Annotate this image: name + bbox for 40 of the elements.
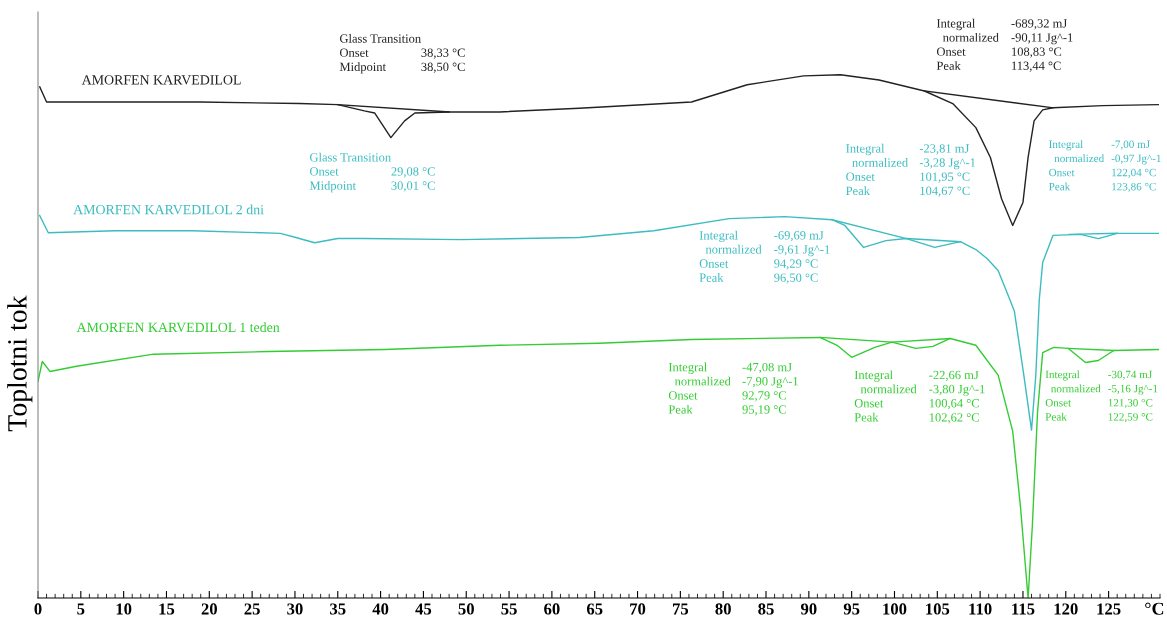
text: Integral -30,74 mJ normalized -5,16 Jg^-1 Onset 121,30 °C Peak 122,59 °C — [1045, 370, 1158, 423]
text: Integral -22,66 mJ normalized -3,80 Jg^-1 Onset 100,64 °C Peak 102,62 °C — [854, 370, 985, 424]
x-tick-label: 5 — [77, 603, 85, 615]
x-tick-label: 115 — [1012, 603, 1035, 615]
x-tick-label: 105 — [926, 603, 950, 615]
text: Integral -69,69 mJ normalized -9,61 Jg^-1 Onset 94,29 °C Peak 96,50 °C — [699, 230, 830, 284]
x-tick-label: 60 — [544, 603, 560, 615]
series-label: AMORFEN KARVEDILOL 2 dni — [73, 204, 264, 215]
x-tick-label: 20 — [201, 603, 217, 615]
x-tick-label: 95 — [843, 603, 860, 615]
x-tick-label: 65 — [586, 603, 603, 615]
x-tick-label: 75 — [672, 603, 689, 615]
x-tick-label: 110 — [969, 603, 992, 615]
x-tick-label: 80 — [715, 603, 731, 615]
text: Integral -7,00 mJ normalized -0,97 Jg^-1 Onset 122,04 °C Peak 123,86 °C — [1048, 140, 1161, 192]
x-tick-label: 100 — [883, 603, 907, 615]
x-tick-label: 25 — [244, 603, 260, 615]
x-tick-label: 45 — [415, 603, 432, 615]
y-axis-title: Toplotni tok — [7, 295, 33, 432]
series-label: AMORFEN KARVEDILOL 1 teden — [76, 322, 280, 333]
x-tick-label: 35 — [330, 603, 346, 615]
x-tick-label: 90 — [800, 603, 817, 615]
x-tick-label: 70 — [630, 603, 646, 615]
text: Integral -23,81 mJ normalized -3,28 Jg^-1 Onset 101,95 °C Peak 104,67 °C — [846, 143, 976, 197]
x-tick-label: 15 — [159, 603, 175, 615]
text: Glass Transition Onset 38,33 °C Midpoint 38,50 °C — [339, 33, 465, 74]
x-tick-label: 85 — [758, 603, 774, 615]
x-tick-label: 120 — [1054, 603, 1078, 615]
text: Integral -689,32 mJ normalized -90,11 Jg^-1 Onset 108,83 °C Peak 113,44 °C — [936, 18, 1073, 72]
x-tick-label: 10 — [116, 603, 132, 615]
x-axis-title: °C — [1145, 602, 1164, 615]
x-tick-label: 0 — [34, 603, 42, 615]
x-tick-label: 55 — [501, 603, 517, 615]
x-tick-label: 40 — [372, 603, 389, 615]
x-tick-label: 50 — [458, 603, 474, 615]
x-tick-label: 30 — [287, 603, 303, 615]
series-label: AMORFEN KARVEDILOL — [81, 75, 241, 85]
text: Glass Transition Onset 29,08 °C Midpoint 30,01 °C — [309, 152, 435, 193]
x-tick-label: 125 — [1097, 603, 1121, 615]
text: Integral -47,08 mJ normalized -7,90 Jg^-1 Onset 92,79 °C Peak 95,19 °C — [668, 362, 798, 416]
